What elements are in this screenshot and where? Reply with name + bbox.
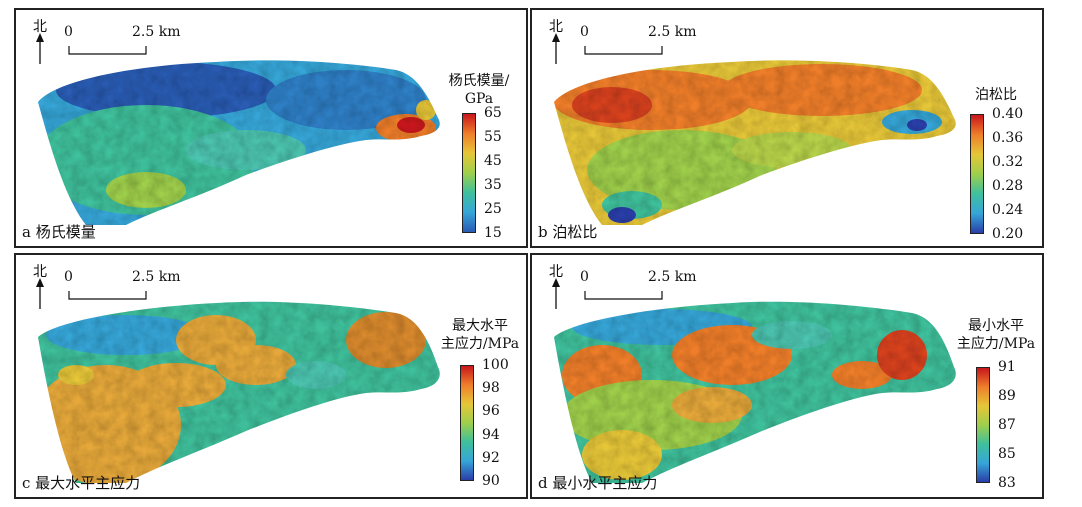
colorbar: [970, 114, 984, 234]
north-arrow-icon: [36, 278, 44, 309]
colorbar-tick: 35: [484, 177, 502, 193]
legend-title: 最大水平 主应力/MPa: [434, 317, 526, 353]
north-label: 北: [549, 264, 563, 280]
north-arrow-icon: [552, 33, 560, 64]
colorbar: [460, 365, 474, 481]
panel-caption: d 最小水平主应力: [538, 474, 658, 492]
legend-title: 泊松比: [956, 86, 1036, 104]
colorbar-tick: 65: [484, 105, 502, 121]
scale-distance-label: 2.5 km: [648, 24, 697, 40]
terrain-map-poisson-ratio: [554, 60, 956, 225]
scale-zero-label: 0: [580, 24, 589, 40]
panel-caption: b 泊松比: [538, 223, 598, 241]
north-arrow-icon: [552, 278, 560, 309]
scale-bar-line: [68, 46, 147, 55]
north-indicator: 北: [30, 261, 50, 311]
legend-title-line2: GPa: [464, 91, 494, 107]
scale-bar-line: [584, 46, 663, 55]
scale-zero-label: 0: [64, 269, 73, 285]
panel-a: 北 0 2.5 km 杨氏模量/ GPa 65 55 45 35 25 15 a…: [14, 8, 528, 248]
panel-caption: c 最大水平主应力: [22, 474, 141, 492]
legend-title-line2: 主应力/MPa: [440, 336, 520, 352]
north-label: 北: [549, 19, 563, 35]
legend-title-line1: 最小水平: [968, 318, 1024, 334]
colorbar-tick: 96: [482, 403, 500, 420]
colorbar-tick: 0.24: [992, 202, 1024, 218]
colorbar-tick: 89: [998, 388, 1016, 404]
scale-zero-label: 0: [580, 269, 589, 285]
north-indicator: 北: [546, 261, 566, 311]
colorbar-tick: 87: [998, 417, 1016, 433]
scale-bar: 0 2.5 km: [64, 24, 194, 60]
colorbar-tick: 0.20: [992, 226, 1024, 242]
legend-title: 杨氏模量/ GPa: [436, 72, 522, 108]
north-indicator: 北: [30, 16, 50, 66]
colorbar: [462, 113, 476, 233]
panel-d: 北 0 2.5 km 最小水平 主应力/MPa 91 89 87 85 83 d…: [530, 253, 1044, 499]
colorbar-tick: 15: [484, 225, 502, 241]
scale-bar-line: [584, 291, 663, 300]
legend-title-line1: 杨氏模量/: [448, 73, 510, 89]
colorbar-tick: 0.28: [992, 178, 1024, 194]
scale-distance-label: 2.5 km: [648, 269, 697, 285]
colorbar: [976, 367, 990, 483]
colorbar-tick: 90: [482, 473, 500, 489]
scale-bar-line: [68, 291, 147, 300]
colorbar-tick: 92: [482, 449, 500, 466]
legend-title-line2: 主应力/MPa: [956, 336, 1036, 352]
colorbar-tick: 0.32: [992, 154, 1024, 170]
north-label: 北: [33, 19, 47, 35]
panel-caption: a 杨氏模量: [22, 223, 96, 241]
scale-distance-label: 2.5 km: [132, 24, 181, 40]
scale-bar: 0 2.5 km: [580, 24, 710, 60]
scale-distance-label: 2.5 km: [132, 269, 181, 285]
colorbar-tick: 100: [482, 357, 509, 373]
colorbar-tick: 0.36: [992, 130, 1024, 146]
colorbar-tick: 91: [998, 359, 1016, 375]
colorbar-tick: 0.40: [992, 106, 1024, 122]
legend-title-line1: 泊松比: [975, 87, 1017, 103]
panel-b: 北 0 2.5 km 泊松比 0.40 0.36 0.32 0.28 0.24 …: [530, 8, 1044, 248]
terrain-map-youngs-modulus: [38, 60, 440, 225]
north-indicator: 北: [546, 16, 566, 66]
terrain-map-min-horizontal-stress: [554, 301, 956, 483]
legend-title: 最小水平 主应力/MPa: [950, 317, 1042, 353]
panel-c: 北 0 2.5 km 最大水平 主应力/MPa 100 98 96 94 92 …: [14, 253, 528, 499]
scale-bar: 0 2.5 km: [64, 269, 194, 305]
colorbar-tick: 85: [998, 446, 1016, 462]
colorbar-tick: 98: [482, 380, 500, 397]
legend-title-line1: 最大水平: [452, 318, 508, 334]
scale-zero-label: 0: [64, 24, 73, 40]
scale-bar: 0 2.5 km: [580, 269, 710, 305]
colorbar-tick: 55: [484, 129, 502, 145]
colorbar-tick: 25: [484, 201, 502, 217]
colorbar-tick: 94: [482, 426, 500, 443]
north-arrow-icon: [36, 33, 44, 64]
colorbar-tick: 83: [998, 475, 1016, 491]
terrain-map-max-horizontal-stress: [38, 301, 440, 483]
north-label: 北: [33, 264, 47, 280]
colorbar-tick: 45: [484, 153, 502, 169]
